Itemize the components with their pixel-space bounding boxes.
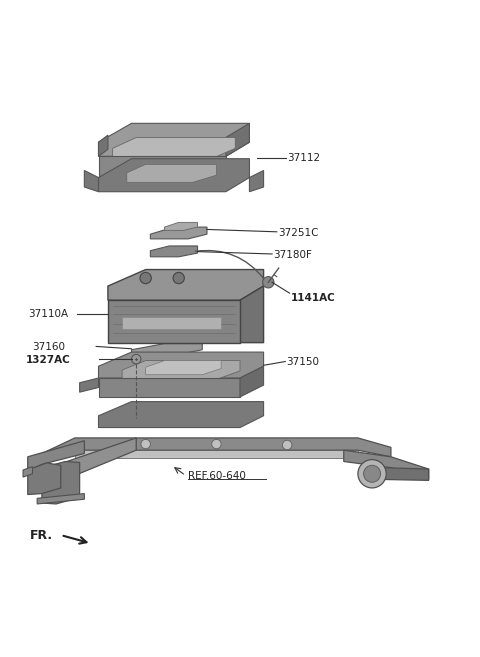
Polygon shape (75, 450, 358, 458)
Polygon shape (28, 441, 84, 471)
Polygon shape (132, 344, 202, 354)
Text: 1327AC: 1327AC (25, 355, 70, 365)
Polygon shape (42, 438, 391, 464)
Polygon shape (98, 401, 264, 428)
Text: 37251C: 37251C (278, 228, 318, 238)
Circle shape (212, 440, 221, 449)
Polygon shape (84, 171, 98, 192)
Polygon shape (240, 366, 264, 397)
Circle shape (132, 354, 141, 364)
Text: 37110A: 37110A (28, 309, 68, 319)
Circle shape (173, 273, 184, 284)
Polygon shape (150, 246, 198, 257)
Text: 37160: 37160 (33, 342, 65, 352)
Polygon shape (98, 352, 264, 378)
Circle shape (282, 440, 292, 450)
Polygon shape (98, 124, 250, 156)
Polygon shape (122, 317, 221, 329)
Polygon shape (98, 378, 240, 397)
Polygon shape (108, 300, 240, 343)
Polygon shape (98, 135, 108, 156)
Text: FR.: FR. (30, 529, 53, 541)
Circle shape (363, 465, 381, 482)
Text: REF.60-640: REF.60-640 (188, 470, 246, 481)
Polygon shape (80, 378, 98, 392)
Polygon shape (145, 361, 221, 374)
Text: 37150: 37150 (286, 357, 319, 367)
Polygon shape (122, 361, 240, 380)
Polygon shape (42, 461, 80, 504)
Polygon shape (165, 222, 198, 231)
Polygon shape (150, 227, 207, 239)
Polygon shape (226, 124, 250, 156)
Polygon shape (98, 159, 250, 192)
Polygon shape (37, 493, 84, 504)
Text: 1141AC: 1141AC (291, 293, 336, 303)
Text: 37180F: 37180F (273, 250, 312, 260)
Polygon shape (240, 286, 264, 343)
Polygon shape (113, 137, 235, 159)
Polygon shape (250, 171, 264, 192)
Polygon shape (127, 164, 216, 182)
Polygon shape (28, 463, 61, 495)
Polygon shape (98, 156, 226, 177)
Circle shape (358, 460, 386, 488)
Text: 37112: 37112 (287, 153, 320, 163)
Circle shape (140, 273, 151, 284)
Circle shape (141, 440, 150, 449)
Circle shape (263, 277, 274, 288)
Polygon shape (42, 438, 136, 485)
Polygon shape (108, 269, 264, 300)
Polygon shape (344, 450, 429, 480)
Polygon shape (382, 468, 429, 480)
Polygon shape (23, 466, 33, 477)
